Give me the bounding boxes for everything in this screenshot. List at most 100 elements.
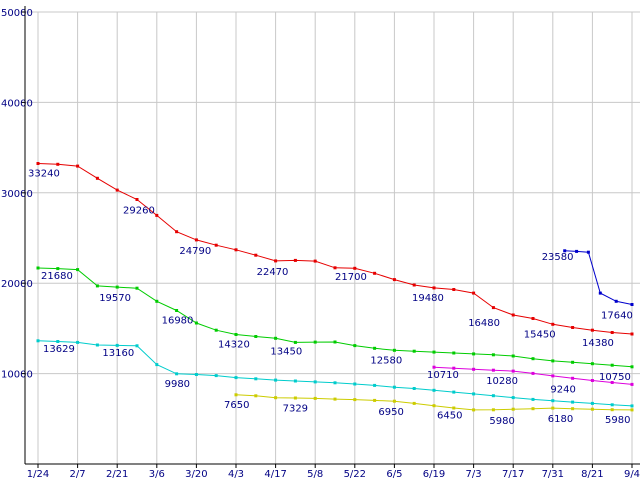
x-tick-label: 7/3 [466, 469, 482, 480]
data-point-marker-cyan [313, 380, 317, 384]
data-point-marker-green [472, 352, 476, 356]
x-tick-label: 4/17 [264, 469, 286, 480]
data-point-marker-red [491, 306, 495, 310]
value-label: 16480 [468, 318, 500, 329]
data-point-marker-green [452, 351, 456, 355]
data-point-marker-yellow [511, 407, 515, 411]
data-point-marker-green [610, 363, 614, 367]
data-point-marker-cyan [274, 378, 278, 382]
data-point-marker-yellow [452, 406, 456, 410]
data-point-marker-yellow [313, 396, 317, 400]
data-point-marker-yellow [531, 407, 535, 411]
y-tick-label: 10000 [1, 370, 33, 381]
value-label: 6450 [437, 411, 462, 422]
data-point-marker-yellow [373, 398, 377, 402]
data-point-marker-blue [630, 303, 634, 306]
data-point-marker-red [95, 176, 99, 180]
x-tick-label: 7/17 [502, 469, 524, 480]
data-point-marker-yellow [571, 407, 575, 411]
data-point-marker-green [214, 328, 218, 332]
value-label: 33240 [28, 169, 60, 180]
data-point-marker-red [472, 291, 476, 295]
value-label: 24790 [179, 246, 211, 257]
value-label: 13450 [270, 346, 302, 357]
x-tick-label: 2/7 [70, 469, 86, 480]
value-label: 6180 [548, 414, 573, 425]
value-label: 5980 [605, 415, 630, 426]
value-label: 7650 [224, 400, 249, 411]
data-point-marker-green [491, 353, 495, 357]
value-label: 6950 [378, 407, 403, 418]
data-point-marker-red [194, 238, 198, 242]
data-point-marker-red [36, 162, 40, 165]
data-point-marker-cyan [412, 387, 416, 390]
value-label: 12580 [370, 355, 402, 366]
y-tick-label: 40000 [1, 98, 33, 109]
data-point-marker-cyan [373, 383, 377, 387]
data-point-marker-cyan [452, 390, 456, 394]
data-point-marker-red [234, 248, 238, 252]
data-point-marker-yellow [333, 397, 337, 401]
data-point-marker-green [274, 336, 278, 340]
data-point-marker-red [412, 283, 416, 287]
data-point-marker-green [511, 354, 515, 358]
data-point-marker-yellow [353, 398, 357, 402]
data-point-marker-red [551, 322, 555, 326]
data-point-marker-red [590, 328, 594, 332]
value-label: 17640 [601, 311, 633, 322]
value-label: 14380 [582, 338, 614, 349]
data-point-marker-green [135, 286, 139, 290]
value-label: 21700 [335, 272, 367, 283]
data-point-marker-green [175, 309, 179, 312]
data-point-marker-green [194, 321, 198, 325]
data-point-marker-cyan [254, 377, 258, 381]
value-label: 23580 [542, 252, 574, 263]
value-label: 13160 [102, 348, 134, 359]
x-tick-label: 3/20 [185, 469, 207, 480]
data-point-marker-cyan [214, 374, 218, 378]
value-label: 16980 [162, 316, 194, 327]
data-point-marker-red [214, 243, 218, 247]
data-point-marker-yellow [590, 407, 594, 411]
data-point-marker-cyan [194, 373, 198, 376]
data-point-marker-red [571, 326, 575, 329]
series-line-blue [564, 250, 633, 305]
value-label: 19570 [99, 293, 131, 304]
data-point-marker-cyan [155, 363, 159, 367]
data-point-marker-magenta [630, 382, 634, 386]
data-point-marker-yellow [472, 408, 476, 412]
data-point-marker-red [373, 271, 377, 275]
data-point-marker-red [175, 230, 179, 234]
data-point-marker-green [76, 268, 80, 272]
value-label: 7329 [283, 404, 308, 415]
data-point-marker-green [56, 267, 60, 271]
x-tick-label: 7/31 [542, 469, 564, 480]
data-point-marker-green [36, 266, 40, 270]
data-point-marker-green [590, 362, 594, 366]
data-point-marker-red [254, 253, 258, 257]
x-tick-label: 2/21 [106, 469, 128, 480]
data-point-marker-blue [586, 250, 590, 254]
data-point-marker-cyan [610, 403, 614, 407]
data-point-marker-green [412, 349, 416, 353]
data-point-marker-magenta [472, 367, 476, 371]
x-tick-label: 5/8 [307, 469, 323, 480]
data-point-marker-red [313, 259, 317, 263]
data-point-marker-red [155, 213, 159, 217]
data-point-marker-cyan [392, 385, 396, 389]
value-label: 22470 [257, 267, 289, 278]
data-point-marker-cyan [551, 399, 555, 403]
data-point-marker-magenta [452, 366, 456, 370]
data-point-marker-red [630, 332, 634, 336]
data-point-marker-magenta [432, 365, 436, 369]
value-label: 9240 [550, 385, 575, 396]
data-point-marker-cyan [491, 394, 495, 398]
x-tick-label: 8/21 [581, 469, 603, 480]
data-point-marker-red [56, 162, 60, 166]
data-point-marker-cyan [511, 396, 515, 400]
data-point-marker-blue [575, 249, 579, 253]
data-point-marker-red [353, 266, 357, 270]
series-line-red [37, 163, 633, 335]
data-point-marker-red [392, 278, 396, 282]
value-label: 10280 [486, 376, 518, 387]
